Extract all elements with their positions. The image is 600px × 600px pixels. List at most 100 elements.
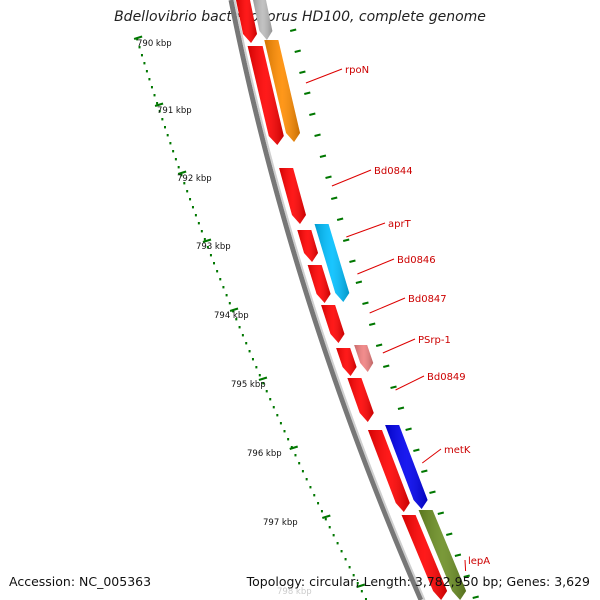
ruler-dot <box>138 46 141 49</box>
ruler-dot <box>360 590 363 593</box>
outer-tick <box>397 406 405 410</box>
gene-PSrp-1-shade <box>354 345 374 372</box>
ruler-dot <box>169 142 172 145</box>
outer-tick <box>437 511 445 515</box>
ruler-dot <box>156 102 159 105</box>
gene-label-metK: metK <box>444 445 471 456</box>
ruler-major-tick <box>177 170 187 176</box>
ruler-dot <box>313 494 316 497</box>
scale-label-793: 793 kbp <box>196 242 231 252</box>
ruler-dot <box>287 438 290 441</box>
scale-ruler <box>133 35 367 600</box>
scale-label-797: 797 kbp <box>263 518 298 528</box>
ruler-dot <box>140 54 143 57</box>
ruler-dot <box>235 318 238 321</box>
ruler-dot <box>194 214 197 217</box>
outer-tick <box>429 490 436 494</box>
ruler-dot <box>332 534 335 537</box>
outer-ticks <box>289 28 479 599</box>
ruler-dot <box>262 382 265 385</box>
ruler-dot <box>145 70 148 73</box>
ruler-dot <box>180 174 183 177</box>
ruler-major-tick <box>289 445 299 451</box>
ruler-dot <box>143 62 146 65</box>
outer-tick <box>446 532 453 536</box>
outer-tick <box>309 112 316 116</box>
genome-summary-text: Topology: circular; Length: 3,782,950 bp… <box>246 574 590 589</box>
scale-label-791: 791 kbp <box>157 106 192 116</box>
ruler-dot <box>255 366 258 369</box>
outer-tick <box>472 595 479 599</box>
ruler-dot <box>153 94 156 97</box>
gene-label-Bd0847: Bd0847 <box>408 294 447 305</box>
ruler-dot <box>206 246 209 249</box>
gene-reverse-1-shade <box>236 0 258 43</box>
ruler-dot <box>222 286 225 289</box>
ruler-dot <box>213 262 216 265</box>
scale-label-798: 798 kbp <box>277 587 312 597</box>
ruler-dot <box>219 278 222 281</box>
ruler-major-tick <box>229 307 239 313</box>
leader-line-Bd0844 <box>331 169 372 187</box>
gene-reverse-6-shade <box>321 305 345 343</box>
outer-tick <box>355 280 363 284</box>
leader-line-Bd0846 <box>357 258 395 275</box>
outer-tick <box>375 343 383 347</box>
gene-label-Bd0849: Bd0849 <box>427 372 466 383</box>
outer-tick <box>304 91 311 95</box>
ruler-dot <box>320 510 323 513</box>
ruler-dot <box>283 430 286 433</box>
leader-line-aprT <box>346 222 386 238</box>
outer-tick <box>342 238 350 242</box>
ruler-dot <box>174 158 177 161</box>
ruler-dot <box>191 206 194 209</box>
ruler-dot <box>150 86 153 89</box>
outer-tick <box>319 154 327 158</box>
outer-tick <box>330 196 338 200</box>
ruler-dot <box>340 550 343 553</box>
ruler-dot <box>225 294 228 297</box>
gene-label-lepA: lepA <box>468 556 490 567</box>
leader-line-Bd0849 <box>395 375 425 391</box>
leader-line-PSrp-1 <box>382 338 416 354</box>
ruler-dot <box>336 542 339 545</box>
gene-reverse-9-shade <box>367 430 410 512</box>
leader-line-metK <box>421 448 442 464</box>
ruler-dot <box>209 254 212 257</box>
outer-tick <box>368 322 376 326</box>
outer-tick <box>294 49 301 53</box>
gene-label-rpoN: rpoN <box>345 65 369 76</box>
ruler-dot <box>269 398 272 401</box>
ruler-dot <box>197 222 200 225</box>
gene-reverse-2-shade <box>247 46 284 145</box>
outer-tick <box>413 448 420 452</box>
ruler-dot <box>238 326 241 329</box>
gene-label-Bd0844: Bd0844 <box>374 166 413 177</box>
outer-tick <box>299 70 306 74</box>
ruler-dot <box>216 270 219 273</box>
outer-tick <box>289 28 297 32</box>
scale-labels: 790 kbp 791 kbp 792 kbp 793 kbp 794 kbp … <box>137 39 312 597</box>
outer-tick <box>454 553 462 557</box>
outer-tick <box>325 175 332 179</box>
outer-tick <box>383 364 390 368</box>
ruler-dot <box>166 134 169 137</box>
ruler-major-tick <box>133 35 143 41</box>
ruler-dot <box>148 78 151 81</box>
genome-backbone <box>228 0 426 600</box>
ruler-dot <box>251 358 254 361</box>
ruler-dot <box>265 390 268 393</box>
ruler-dot <box>241 334 244 337</box>
ruler-dot <box>305 478 308 481</box>
ruler-dot <box>276 414 279 417</box>
map-title: Bdellovibrio bacteriovorus HD100, comple… <box>114 9 486 25</box>
leader-line-rpoN <box>305 68 343 84</box>
ruler-dot <box>324 518 327 521</box>
ruler-dot <box>183 182 186 185</box>
ruler-dot <box>317 502 320 505</box>
outer-tick <box>349 259 356 263</box>
gene-reverse-3-shade <box>279 168 306 224</box>
ruler-major-tick <box>321 514 331 520</box>
